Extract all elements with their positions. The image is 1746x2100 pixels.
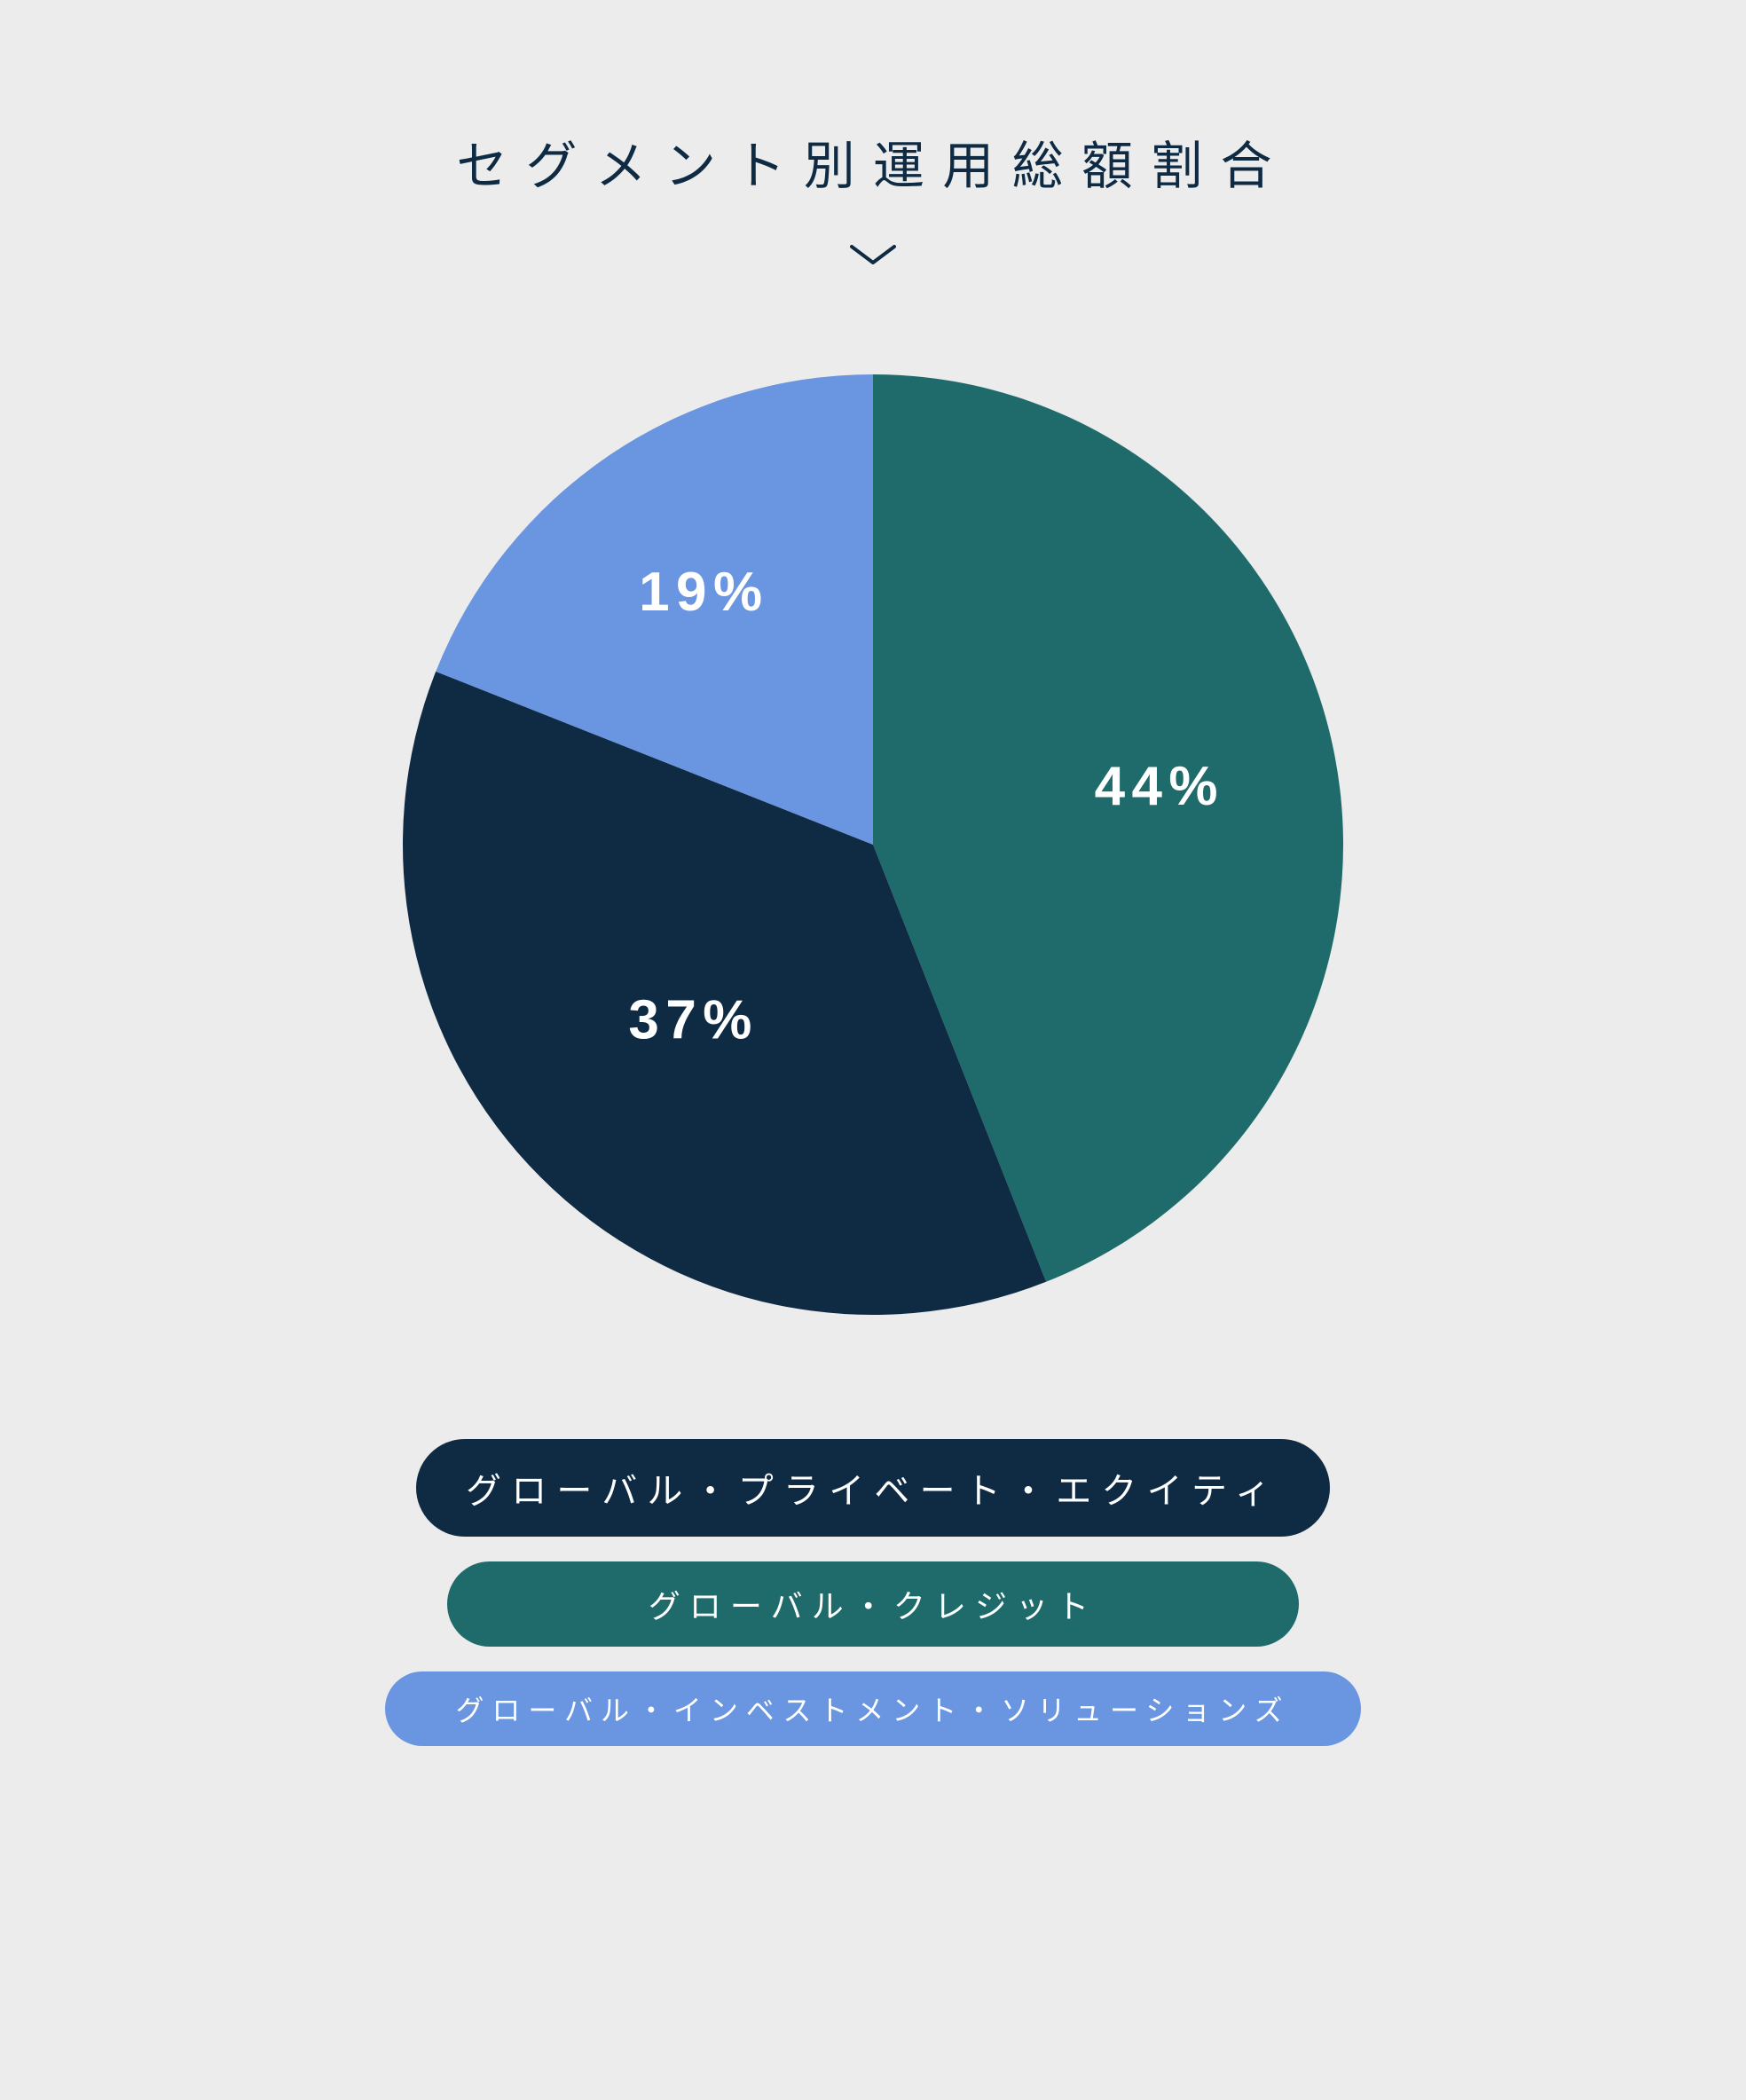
pie-label-global-credit: 44% [1095, 756, 1224, 817]
pie-chart: 44% 37% 19% [403, 374, 1343, 1315]
legend-item-global-solutions: グローバル・インベストメント・ソリューションズ [385, 1671, 1361, 1746]
chart-title: セグメント別運用総額割合 [456, 124, 1290, 199]
legend-item-global-pe: グローバル・プライベート・エクイティ [416, 1439, 1330, 1537]
legend: グローバル・プライベート・エクイティグローバル・クレジットグローバル・インベスト… [385, 1439, 1361, 1746]
legend-item-global-credit: グローバル・クレジット [447, 1561, 1299, 1647]
pie-label-global-pe: 37% [628, 990, 758, 1051]
pie-label-global-solutions: 19% [639, 562, 768, 623]
chevron-down-icon [848, 241, 898, 268]
